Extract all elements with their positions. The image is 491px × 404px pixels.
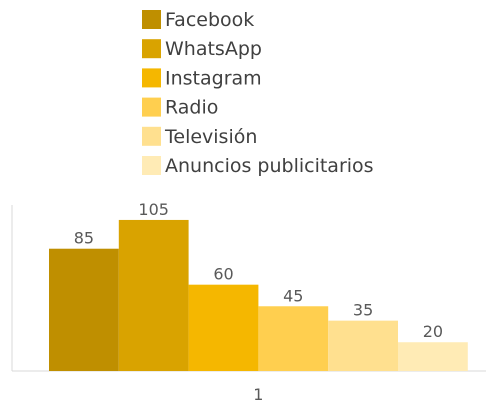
bar-anuncios-publicitarios (398, 342, 468, 371)
legend-label-instagram: Instagram (165, 67, 262, 89)
data-label-whatsapp: 105 (138, 200, 169, 219)
bar-television (328, 320, 398, 371)
data-label-instagram: 60 (213, 265, 233, 284)
bar-radio (258, 306, 329, 371)
bars (49, 219, 468, 371)
data-label-television: 35 (353, 301, 373, 320)
legend-swatch-anuncios-publicitarios (142, 156, 161, 175)
data-labels: 85 105 60 45 35 20 (74, 200, 443, 341)
plot-area: 85 105 60 45 35 20 1 (11, 200, 486, 404)
data-label-radio: 45 (283, 286, 303, 305)
legend-label-anuncios-publicitarios: Anuncios publicitarios (165, 155, 374, 177)
bar-facebook (49, 248, 119, 371)
legend-swatch-television (142, 126, 161, 146)
legend-label-television: Televisión (164, 126, 257, 148)
bar-whatsapp (118, 219, 189, 371)
legend-swatch-whatsapp (142, 39, 161, 59)
x-ticks: 1 (253, 385, 263, 404)
data-label-anuncios-publicitarios: 20 (423, 322, 443, 341)
x-tick-label: 1 (253, 385, 263, 404)
legend-swatch-radio (142, 97, 161, 117)
data-label-facebook: 85 (74, 229, 94, 248)
legend: Facebook WhatsApp Instagram Radio Televisión… (142, 9, 374, 177)
legend-label-facebook: Facebook (165, 9, 254, 31)
legend-swatch-instagram (142, 68, 161, 88)
bar-instagram (188, 284, 259, 371)
legend-label-radio: Radio (165, 97, 218, 119)
legend-swatch-facebook (142, 10, 161, 29)
legend-label-whatsapp: WhatsApp (165, 38, 262, 60)
